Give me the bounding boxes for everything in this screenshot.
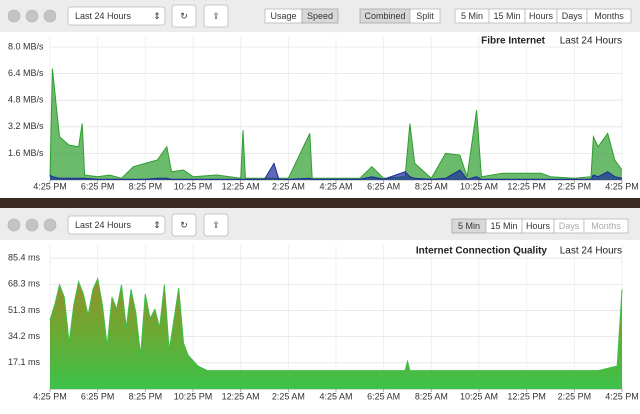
x-tick-label: 8:25 AM	[415, 181, 448, 191]
interval-button[interactable]	[583, 218, 629, 234]
x-tick-label: 12:25 AM	[222, 391, 260, 401]
x-tick-label: 6:25 PM	[81, 181, 115, 191]
x-tick-label: 2:25 AM	[272, 391, 305, 401]
close-button[interactable]	[7, 9, 21, 23]
x-tick-label: 12:25 PM	[507, 391, 546, 401]
dropdown-arrow: ⇕	[153, 220, 161, 230]
x-tick-label: 4:25 PM	[33, 181, 67, 191]
chart-title: Internet Connection Quality	[416, 246, 548, 257]
x-tick-label: 8:25 PM	[129, 391, 163, 401]
refresh-icon: ↻	[180, 220, 188, 230]
interval-label: 15 Min	[490, 221, 517, 231]
interval-label: Days	[562, 11, 583, 21]
split-label: Split	[416, 11, 434, 21]
x-tick-label: 12:25 AM	[222, 181, 260, 191]
range-select-label: Last 24 Hours	[75, 11, 132, 21]
share-icon: ⇪	[212, 220, 220, 230]
x-tick-label: 10:25 PM	[174, 391, 213, 401]
x-tick-label: 2:25 PM	[558, 181, 592, 191]
speed-label: Speed	[307, 11, 333, 21]
area-fill	[50, 68, 622, 180]
interval-button[interactable]	[586, 8, 632, 24]
y-tick-label: 17.1 ms	[8, 357, 41, 367]
dropdown-arrow: ⇕	[153, 11, 161, 21]
interval-label: 5 Min	[461, 11, 483, 21]
usage-label: Usage	[270, 11, 296, 21]
x-tick-label: 2:25 PM	[558, 391, 592, 401]
interval-label: Hours	[529, 11, 554, 21]
chart-subtitle: Last 24 Hours	[560, 36, 622, 47]
minimize-button[interactable]	[25, 218, 39, 232]
interval-label: Hours	[526, 221, 551, 231]
desktop-background	[0, 198, 640, 208]
y-tick-label: 3.2 MB/s	[8, 121, 44, 131]
series-line	[49, 68, 623, 180]
chart-title: Fibre Internet	[481, 36, 546, 47]
x-tick-label: 6:25 AM	[367, 181, 400, 191]
x-tick-label: 4:25 AM	[319, 391, 352, 401]
series-line	[49, 162, 623, 180]
share-button[interactable]	[203, 4, 229, 28]
share-button[interactable]	[203, 213, 229, 237]
refresh-button[interactable]	[171, 4, 197, 28]
share-icon: ⇪	[212, 11, 220, 21]
interval-buttons: 5 Min 15 Min Hours Days Months	[454, 8, 632, 24]
interval-buttons: 5 Min 15 Min Hours Days Months	[451, 218, 629, 234]
x-tick-label: 10:25 AM	[460, 391, 498, 401]
combined-label: Combined	[364, 11, 405, 21]
zoom-button[interactable]	[43, 9, 57, 23]
x-tick-label: 8:25 AM	[415, 391, 448, 401]
y-tick-label: 6.4 MB/s	[8, 68, 44, 78]
x-tick-label: 4:25 PM	[33, 391, 67, 401]
x-tick-label: 6:25 PM	[81, 391, 115, 401]
window	[0, 0, 640, 198]
area-fill	[50, 278, 622, 389]
y-tick-label: 85.4 ms	[8, 253, 41, 263]
chart-subtitle: Last 24 Hours	[560, 246, 622, 257]
y-tick-label: 8.0 MB/s	[8, 41, 44, 51]
interval-label: 15 Min	[493, 11, 520, 21]
y-tick-label: 51.3 ms	[8, 305, 41, 315]
interval-label: 5 Min	[458, 221, 480, 231]
speed-button[interactable]	[301, 8, 339, 24]
series-line	[49, 277, 623, 372]
x-tick-label: 12:25 PM	[507, 181, 546, 191]
range-select[interactable]	[67, 6, 166, 26]
minimize-button[interactable]	[25, 9, 39, 23]
y-tick-label: 68.3 ms	[8, 279, 41, 289]
interval-label: Months	[594, 11, 624, 21]
refresh-icon: ↻	[180, 11, 188, 21]
range-select-label: Last 24 Hours	[75, 220, 132, 230]
refresh-button[interactable]	[171, 213, 197, 237]
x-tick-label: 10:25 PM	[174, 181, 213, 191]
x-tick-label: 2:25 AM	[272, 181, 305, 191]
interval-label: Days	[559, 221, 580, 231]
x-tick-label: 4:25 AM	[319, 181, 352, 191]
y-tick-label: 34.2 ms	[8, 331, 41, 341]
x-tick-label: 6:25 AM	[367, 391, 400, 401]
y-tick-label: 1.6 MB/s	[8, 148, 44, 158]
y-tick-label: 4.8 MB/s	[8, 95, 44, 105]
x-tick-label: 4:25 PM	[605, 391, 639, 401]
split-button[interactable]	[409, 8, 441, 24]
x-tick-label: 8:25 PM	[129, 181, 163, 191]
close-button[interactable]	[7, 218, 21, 232]
interval-label: Months	[591, 221, 621, 231]
zoom-button[interactable]	[43, 218, 57, 232]
x-tick-label: 4:25 PM	[605, 181, 639, 191]
x-tick-label: 10:25 AM	[460, 181, 498, 191]
range-select[interactable]	[67, 215, 166, 235]
